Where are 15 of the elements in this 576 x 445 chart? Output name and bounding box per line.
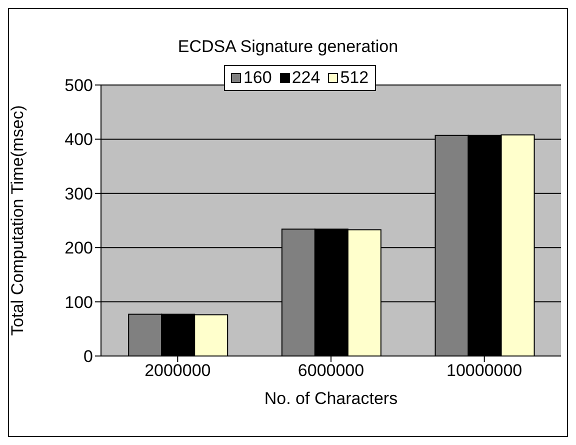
y-tick-label: 100 bbox=[64, 292, 93, 312]
y-tick-label: 500 bbox=[64, 76, 93, 96]
y-tick-label: 0 bbox=[84, 347, 93, 366]
x-tick-label: 10000000 bbox=[446, 361, 522, 380]
chart-title: ECDSA Signature generation bbox=[176, 37, 400, 57]
y-axis-title: Total Computation Time(msec) bbox=[8, 105, 28, 336]
legend-label: 160 bbox=[242, 68, 272, 88]
legend-label: 224 bbox=[290, 68, 320, 88]
x-tick-label: 2000000 bbox=[144, 361, 211, 380]
x-axis-title: No. of Characters bbox=[264, 389, 398, 408]
x-tick-label: 6000000 bbox=[298, 361, 364, 380]
y-tick-label: 400 bbox=[64, 130, 93, 150]
legend-label: 512 bbox=[339, 68, 369, 88]
y-tick-label: 200 bbox=[64, 238, 93, 258]
y-tick-label: 300 bbox=[64, 184, 93, 204]
